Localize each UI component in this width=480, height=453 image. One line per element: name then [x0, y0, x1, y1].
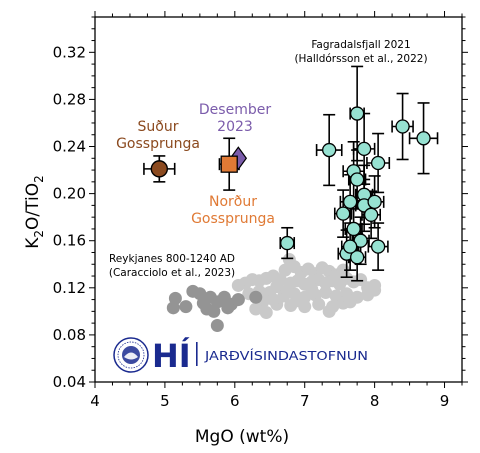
logo-name: JARÐVÍSINDASTOFNUN: [204, 348, 368, 363]
x-tick-label: 6: [230, 392, 240, 410]
fagradalsfjall-point: [367, 194, 382, 210]
reykjanes-light-point: [361, 288, 375, 302]
reykjanes-light-point: [368, 278, 382, 292]
fagradalsfjall-point: [349, 250, 365, 265]
reykjanes-light-point: [305, 282, 319, 296]
x-tick-label: 4: [90, 392, 100, 410]
university-logo: HÍ JARÐVÍSINDASTOFNUN: [113, 337, 368, 375]
reykjanes-light-point: [231, 278, 245, 292]
reykjanes-light-point: [343, 295, 357, 309]
fagradalsfjall-point: [356, 141, 372, 157]
reykjanes-dark-point: [249, 290, 263, 304]
y-tick-label: 0.16: [53, 232, 86, 250]
y-tick-label: 0.24: [53, 138, 86, 156]
y-tick-label: 0.20: [53, 185, 86, 203]
reykjanes-light-point: [312, 297, 326, 311]
sudur-point: [150, 160, 169, 178]
x-tick-label: 9: [440, 392, 450, 410]
reykjanes-dark-point: [207, 304, 221, 318]
annotation-reykjanes-line2: (Caracciolo et al., 2023): [109, 267, 235, 279]
reykjanes-light-point: [319, 286, 333, 300]
fagradalsfjall-point: [343, 194, 358, 210]
plot-frame: [94, 16, 463, 383]
y-axis-label-sub-1: 2: [32, 230, 46, 238]
fagradalsfjall-point: [349, 106, 365, 121]
reykjanes-light-point: [322, 304, 336, 318]
reykjanes-light-point: [280, 283, 294, 297]
fagradalsfjall-point: [280, 235, 295, 251]
reykjanes-dark-point: [231, 293, 245, 307]
annotation-fagradalsfjall-line2: (Halldórsson et al., 2022): [294, 53, 427, 65]
y-axis-label: K2O/TiO2: [23, 175, 46, 249]
annotation-sudur-line2: Gossprunga: [116, 136, 200, 152]
annotation-fagradalsfjall-line1: Fagradalsfjall 2021: [311, 39, 410, 51]
fagradalsfjall-point: [336, 206, 351, 221]
x-axis-label: MgO (wt%): [195, 427, 289, 447]
y-axis-label-sub-2: 2: [32, 175, 46, 183]
y-axis-label-k: K: [23, 237, 43, 249]
fagradalsfjall-point: [349, 172, 365, 187]
logo-mark: HÍ: [152, 337, 191, 375]
x-tick-label: 7: [300, 392, 310, 410]
annotation-sudur-line1: Suður: [138, 119, 179, 135]
university-seal-icon: [113, 337, 149, 373]
reykjanes-dark-point: [179, 300, 193, 314]
y-tick-label: 0.12: [53, 279, 86, 297]
fagradalsfjall-point: [395, 119, 410, 134]
fagradalsfjall-point: [370, 239, 386, 254]
y-axis-label-rest: O/TiO: [23, 183, 43, 230]
reykjanes-dark-point: [166, 301, 180, 315]
logo-divider: [196, 342, 198, 366]
reykjanes-light-point: [266, 293, 280, 307]
reykjanes-points: [166, 253, 382, 332]
y-tick-label: 0.32: [53, 43, 86, 61]
x-tick-label: 8: [370, 392, 380, 410]
annotation-nordur-line1: Norður: [209, 194, 257, 210]
fagradalsfjall-point: [416, 131, 431, 146]
reykjanes-light-point: [291, 294, 305, 308]
reykjanes-dark-point: [193, 287, 207, 301]
y-tick-label: 0.28: [53, 90, 86, 108]
tick-labels: 4 5 6 7 8 9 0.04 0.08 0.12 0.16 0.20 0.24 0.28 0.32: [53, 43, 450, 410]
data-markers: [150, 106, 431, 265]
y-tick-label: 0.08: [53, 326, 86, 344]
reykjanes-light-point: [249, 302, 263, 316]
fagradalsfjall-point: [363, 207, 379, 222]
fagradalsfjall-point: [322, 142, 337, 158]
annotation-desember-line2: 2023: [217, 119, 253, 135]
reykjanes-light-point: [259, 306, 273, 320]
reykjanes-dark-point: [210, 318, 224, 332]
annotation-reykjanes-line1: Reykjanes 800-1240 AD: [109, 253, 235, 265]
y-tick-label: 0.04: [53, 373, 86, 391]
x-tick-label: 5: [160, 392, 170, 410]
nordur-point: [220, 155, 238, 173]
fagradalsfjall-point: [346, 221, 361, 237]
axes: [89, 11, 468, 388]
annotation-nordur-line2: Gossprunga: [191, 211, 275, 227]
fagradalsfjall-point: [343, 239, 358, 254]
fagradalsfjall-point: [370, 155, 386, 171]
annotation-desember-line1: Desember: [199, 102, 271, 118]
reykjanes-dark-point: [221, 301, 235, 315]
